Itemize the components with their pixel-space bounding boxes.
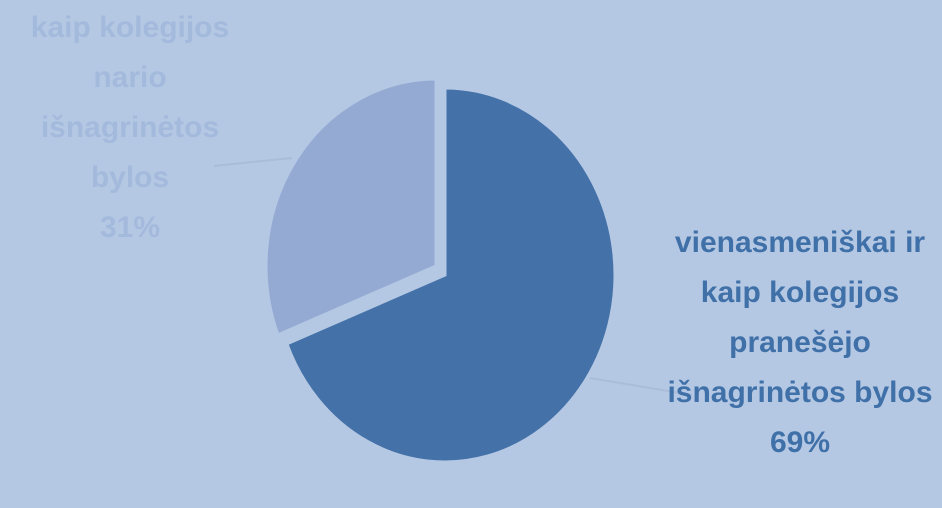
slice-label: vienasmeniškai ir kaip kolegijos pranešė… xyxy=(650,218,942,468)
leader-line xyxy=(213,157,293,167)
pie-slice xyxy=(285,86,617,464)
category-label: kaip kolegijos nario išnagrinėtos bylos xyxy=(30,11,230,194)
value-label: 31% xyxy=(99,211,161,244)
pie-slice xyxy=(264,77,438,337)
slice-label: kaip kolegijos nario išnagrinėtos bylos … xyxy=(10,3,250,253)
category-label: vienasmeniškai ir kaip kolegijos pranešė… xyxy=(667,226,933,409)
leader-line xyxy=(589,377,693,396)
value-label: 69% xyxy=(769,426,831,459)
